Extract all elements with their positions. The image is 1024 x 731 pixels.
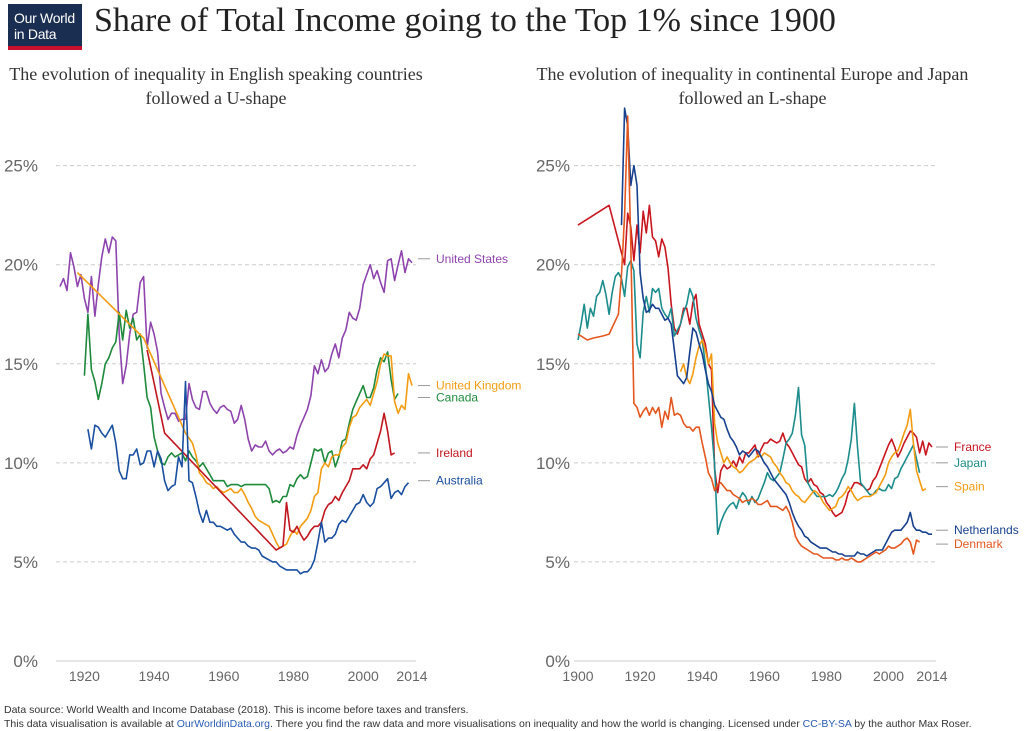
x-tick-label: 2000 <box>348 668 379 684</box>
x-tick-label: 1940 <box>139 668 170 684</box>
right-subtitle: The evolution of inequality in continent… <box>536 64 969 108</box>
owid-logo: Our World in Data <box>8 4 82 50</box>
owid-link[interactable]: OurWorldinData.org <box>176 718 270 730</box>
y-tick-label: 5% <box>545 553 570 572</box>
series-label-canada: Canada <box>436 390 478 404</box>
y-tick-label: 0% <box>545 652 570 671</box>
x-tick-label: 2014 <box>916 668 947 684</box>
series-label-spain: Spain <box>954 480 985 494</box>
y-tick-label: 15% <box>536 355 570 374</box>
logo-line2: in Data <box>14 26 57 42</box>
panel-right: 0% 5% 10% 15% 20% 25% 1900 1920 1940 1960 1980 2000… <box>536 107 1019 684</box>
x-tick-label: 1980 <box>278 668 309 684</box>
license-text-a: This data visualisation is available at <box>4 718 177 730</box>
x-tick-label: 1920 <box>69 668 100 684</box>
series-label-japan: Japan <box>954 456 987 470</box>
y-tick-label: 5% <box>13 553 38 572</box>
y-tick-label: 20% <box>4 256 38 275</box>
series-line-france <box>577 204 933 518</box>
chart-title: Share of Total Income going to the Top 1… <box>94 2 836 39</box>
series-label-united-states: United States <box>436 252 508 266</box>
license-text-c: by the author Max Roser. <box>851 718 972 730</box>
x-tick-label: 1940 <box>687 668 718 684</box>
y-tick-label: 25% <box>4 157 38 176</box>
series-line-ireland <box>146 349 395 551</box>
series-line-denmark <box>577 115 921 563</box>
y-tick-label: 15% <box>4 355 38 374</box>
y-tick-label: 20% <box>536 256 570 275</box>
series-label-denmark: Denmark <box>954 537 1004 551</box>
chart-canvas: 0% 5% 10% 15% 20% 25% 1920 1940 1960 1980 2000 2014… <box>4 107 1019 684</box>
left-subtitle: The evolution of inequality in English s… <box>9 64 423 108</box>
y-tick-label: 25% <box>536 157 570 176</box>
series-line-canada <box>83 309 399 504</box>
x-tick-label: 1920 <box>625 668 656 684</box>
series-label-france: France <box>954 440 992 454</box>
panel-left: 0% 5% 10% 15% 20% 25% 1920 1940 1960 1980 2000 2014… <box>4 157 521 684</box>
y-tick-label: 10% <box>4 454 38 473</box>
series-label-australia: Australia <box>436 474 483 488</box>
license-text-b: . There you find the raw data and more v… <box>269 718 803 730</box>
license-note: This data visualisation is available at … <box>4 718 972 730</box>
x-tick-label: 1960 <box>208 668 239 684</box>
series-line-netherlands <box>620 107 932 557</box>
x-tick-label: 2014 <box>396 668 427 684</box>
series-line-australia <box>87 380 410 575</box>
series-line-japan <box>577 259 921 536</box>
x-tick-label: 1960 <box>749 668 780 684</box>
x-tick-label: 2000 <box>873 668 904 684</box>
logo-line1: Our World <box>14 10 75 26</box>
y-tick-label: 0% <box>13 652 38 671</box>
x-tick-label: 1900 <box>562 668 593 684</box>
series-label-netherlands: Netherlands <box>954 523 1019 537</box>
series-label-ireland: Ireland <box>436 446 473 460</box>
x-tick-label: 1980 <box>811 668 842 684</box>
source-note: Data source: World Wealth and Income Dat… <box>4 704 469 716</box>
series-label-united-kingdom: United Kingdom <box>436 379 521 393</box>
license-link[interactable]: CC-BY-SA <box>802 718 852 730</box>
series-line-spain <box>679 339 927 512</box>
y-tick-label: 10% <box>536 454 570 473</box>
